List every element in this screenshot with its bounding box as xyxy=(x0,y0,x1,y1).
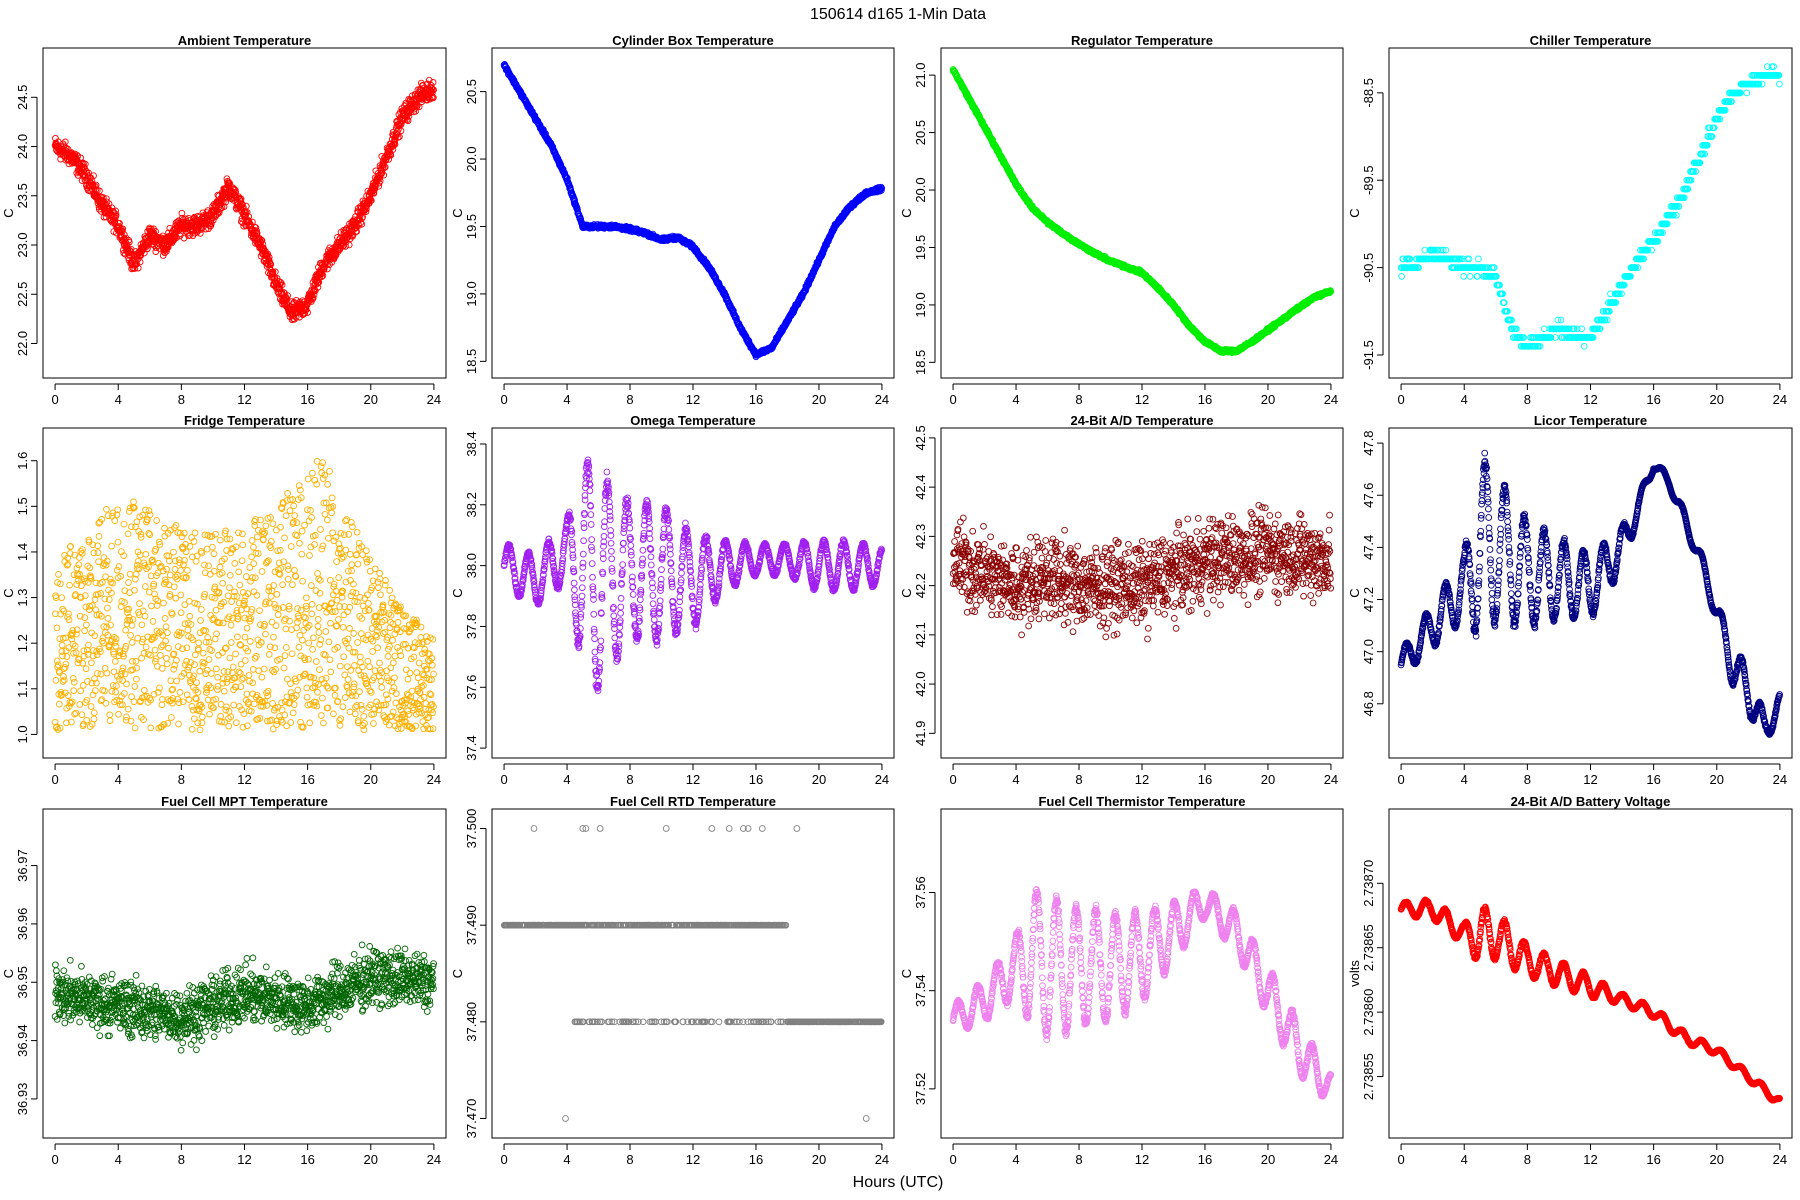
data-point xyxy=(61,138,69,146)
x-tick-label: 12 xyxy=(237,392,251,407)
data-point xyxy=(112,211,120,218)
x-tick-label: 12 xyxy=(686,392,700,407)
data-points xyxy=(1397,63,1783,350)
plot-frame xyxy=(491,47,895,379)
y-axis: 18.5 19.0 19.5 20.0 20.5 xyxy=(464,79,487,374)
x-tick-label: 12 xyxy=(1135,392,1149,407)
data-point xyxy=(133,260,140,268)
data-point xyxy=(99,194,107,201)
data-point xyxy=(116,219,123,227)
plot-frame xyxy=(940,47,1344,379)
x-tick-label: 8 xyxy=(1075,392,1082,407)
x-tick-label: 20 xyxy=(812,392,826,407)
y-tick-label: 20.0 xyxy=(464,146,479,171)
panel-title: Ambient Temperature xyxy=(178,33,311,48)
y-tick-label: 22.5 xyxy=(15,282,30,307)
data-point xyxy=(81,160,89,168)
y-tick-label: 23.0 xyxy=(15,232,30,257)
figure-title: 150614 d165 1-Min Data xyxy=(810,6,986,23)
x-tick-label: 0 xyxy=(51,392,58,407)
data-point xyxy=(131,265,139,272)
x-tick-label: 20 xyxy=(1261,392,1275,407)
data-point xyxy=(1580,342,1588,350)
data-point xyxy=(134,264,142,272)
panel-3: Regulator Temperature C 0 4 8 12 16 20 24 18.5 19.… xyxy=(899,33,1344,407)
y-tick-label: 22.0 xyxy=(15,331,30,356)
x-tick-label: 0 xyxy=(949,392,956,407)
x-tick-label: 16 xyxy=(1198,392,1212,407)
x-tick-label: 24 xyxy=(875,392,889,407)
x-axis: 0 4 8 12 16 20 24 xyxy=(51,383,441,407)
y-tick-label: 18.5 xyxy=(464,349,479,374)
panel-title: Cylinder Box Temperature xyxy=(612,33,774,48)
data-point xyxy=(121,235,129,243)
data-point xyxy=(152,228,159,235)
data-point xyxy=(1398,273,1405,280)
data-point xyxy=(1578,325,1585,333)
x-axis: 0 4 8 12 16 20 24 xyxy=(500,383,889,407)
data-point xyxy=(1466,273,1474,280)
y-tick-label: 24.5 xyxy=(15,85,30,110)
x-tick-label: 16 xyxy=(300,392,314,407)
data-point xyxy=(120,231,128,238)
data-point xyxy=(1460,273,1468,280)
x-tick-label: 16 xyxy=(749,392,763,407)
y-axis-label: C xyxy=(1,208,16,217)
y-tick-label: 23.5 xyxy=(15,183,30,208)
data-point xyxy=(92,181,100,189)
y-tick-label: 24.0 xyxy=(15,134,30,159)
x-tick-label: 8 xyxy=(626,392,633,407)
data-points xyxy=(51,76,437,324)
x-tick-label: 24 xyxy=(1324,392,1338,407)
y-axis: 22.0 22.5 23.0 23.5 24.0 24.5 xyxy=(15,85,38,356)
y-tick-label: 18.5 xyxy=(913,350,928,375)
x-tick-label: 20 xyxy=(364,392,378,407)
y-tick-label: 19.5 xyxy=(913,235,928,260)
y-tick-label: 19.0 xyxy=(913,292,928,317)
x-tick-label: 4 xyxy=(1012,392,1019,407)
y-axis-label: C xyxy=(1347,208,1362,217)
figure-xlabel: Hours (UTC) xyxy=(853,1174,944,1191)
data-point xyxy=(1540,325,1548,333)
y-tick-label: 20.5 xyxy=(913,120,928,145)
y-axis: 18.5 19.0 19.5 20.0 20.5 21.0 xyxy=(913,62,936,375)
panel-title: Chiller Temperature xyxy=(1530,33,1652,48)
data-points xyxy=(949,66,1335,357)
panel-2: Cylinder Box Temperature C 0 4 8 12 16 20 24 18.5… xyxy=(450,33,895,407)
y-tick-label: 19.0 xyxy=(464,281,479,306)
x-tick-label: 8 xyxy=(178,392,185,407)
data-point xyxy=(1475,255,1482,263)
y-tick-label: 21.0 xyxy=(913,62,928,87)
y-axis-label: C xyxy=(899,208,914,217)
y-tick-label: 20.0 xyxy=(913,177,928,202)
x-tick-label: 24 xyxy=(427,392,441,407)
data-point xyxy=(90,172,97,180)
y-tick-label: 20.5 xyxy=(464,79,479,104)
data-point xyxy=(91,182,99,190)
data-point xyxy=(125,238,133,246)
data-point xyxy=(119,227,126,235)
y-axis-label: C xyxy=(450,208,465,217)
data-point xyxy=(136,258,144,266)
x-tick-label: 4 xyxy=(115,392,122,407)
x-tick-label: 4 xyxy=(563,392,570,407)
data-point xyxy=(112,207,119,215)
panel-title: Regulator Temperature xyxy=(1071,33,1213,48)
y-tick-label: 19.5 xyxy=(464,214,479,239)
x-tick-label: 0 xyxy=(500,392,507,407)
x-axis: 0 4 8 12 16 20 24 xyxy=(949,383,1338,407)
data-points xyxy=(500,61,886,361)
